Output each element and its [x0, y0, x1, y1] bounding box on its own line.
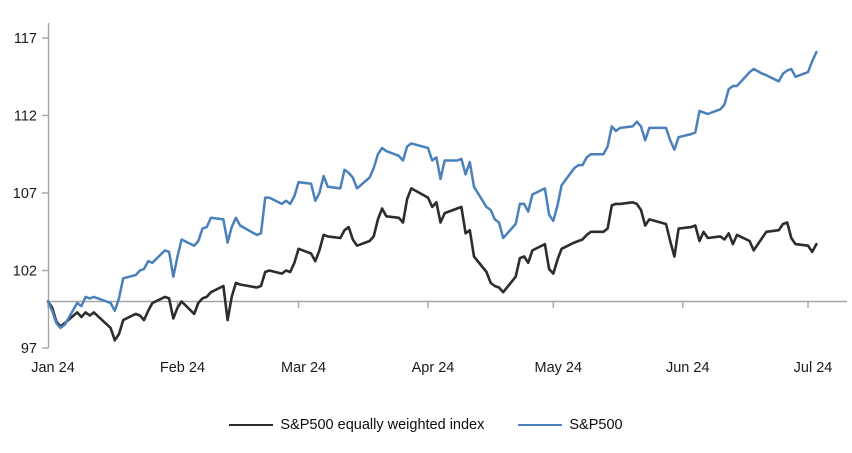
- x-tick-label: Jun 24: [666, 360, 710, 376]
- x-ticks: [47, 301, 809, 308]
- y-tick-labels: 97 102 107 112 117: [13, 31, 37, 357]
- legend-label-sp500-equal-weight: S&P500 equally weighted index: [280, 417, 485, 433]
- legend-line-sample-blue: [518, 424, 563, 426]
- legend-item-sp500: S&P500: [518, 417, 623, 433]
- x-tick-label: Jan 24: [31, 360, 75, 376]
- legend-label-sp500: S&P500: [569, 417, 623, 433]
- y-tick-label: 107: [13, 186, 37, 202]
- chart-legend: S&P500 equally weighted index S&P500: [0, 412, 852, 438]
- x-tick-label: Mar 24: [281, 360, 326, 376]
- line-chart: 97 102 107 112 117 Jan 24 Feb 24 Mar 24 Apr 24 M…: [13, 23, 847, 376]
- x-tick-labels: Jan 24 Feb 24 Mar 24 Apr 24 May 24 Jun 24 Jul …: [31, 360, 832, 376]
- x-tick-label: May 24: [535, 360, 583, 376]
- x-tick-label: Feb 24: [160, 360, 205, 376]
- legend-line-sample-black: [229, 424, 274, 426]
- series-line-sp500-equal-weight: [46, 187, 818, 342]
- y-tick-label: 97: [21, 341, 37, 357]
- y-tick-label: 117: [14, 31, 37, 47]
- y-tick-label: 102: [13, 264, 37, 280]
- series-line-sp500: [46, 50, 818, 330]
- x-tick-label: Apr 24: [412, 360, 455, 376]
- y-tick-label: 112: [14, 109, 37, 125]
- x-tick-label: Jul 24: [794, 360, 833, 376]
- legend-item-sp500-equal-weight: S&P500 equally weighted index: [229, 417, 484, 433]
- y-ticks: [42, 37, 49, 349]
